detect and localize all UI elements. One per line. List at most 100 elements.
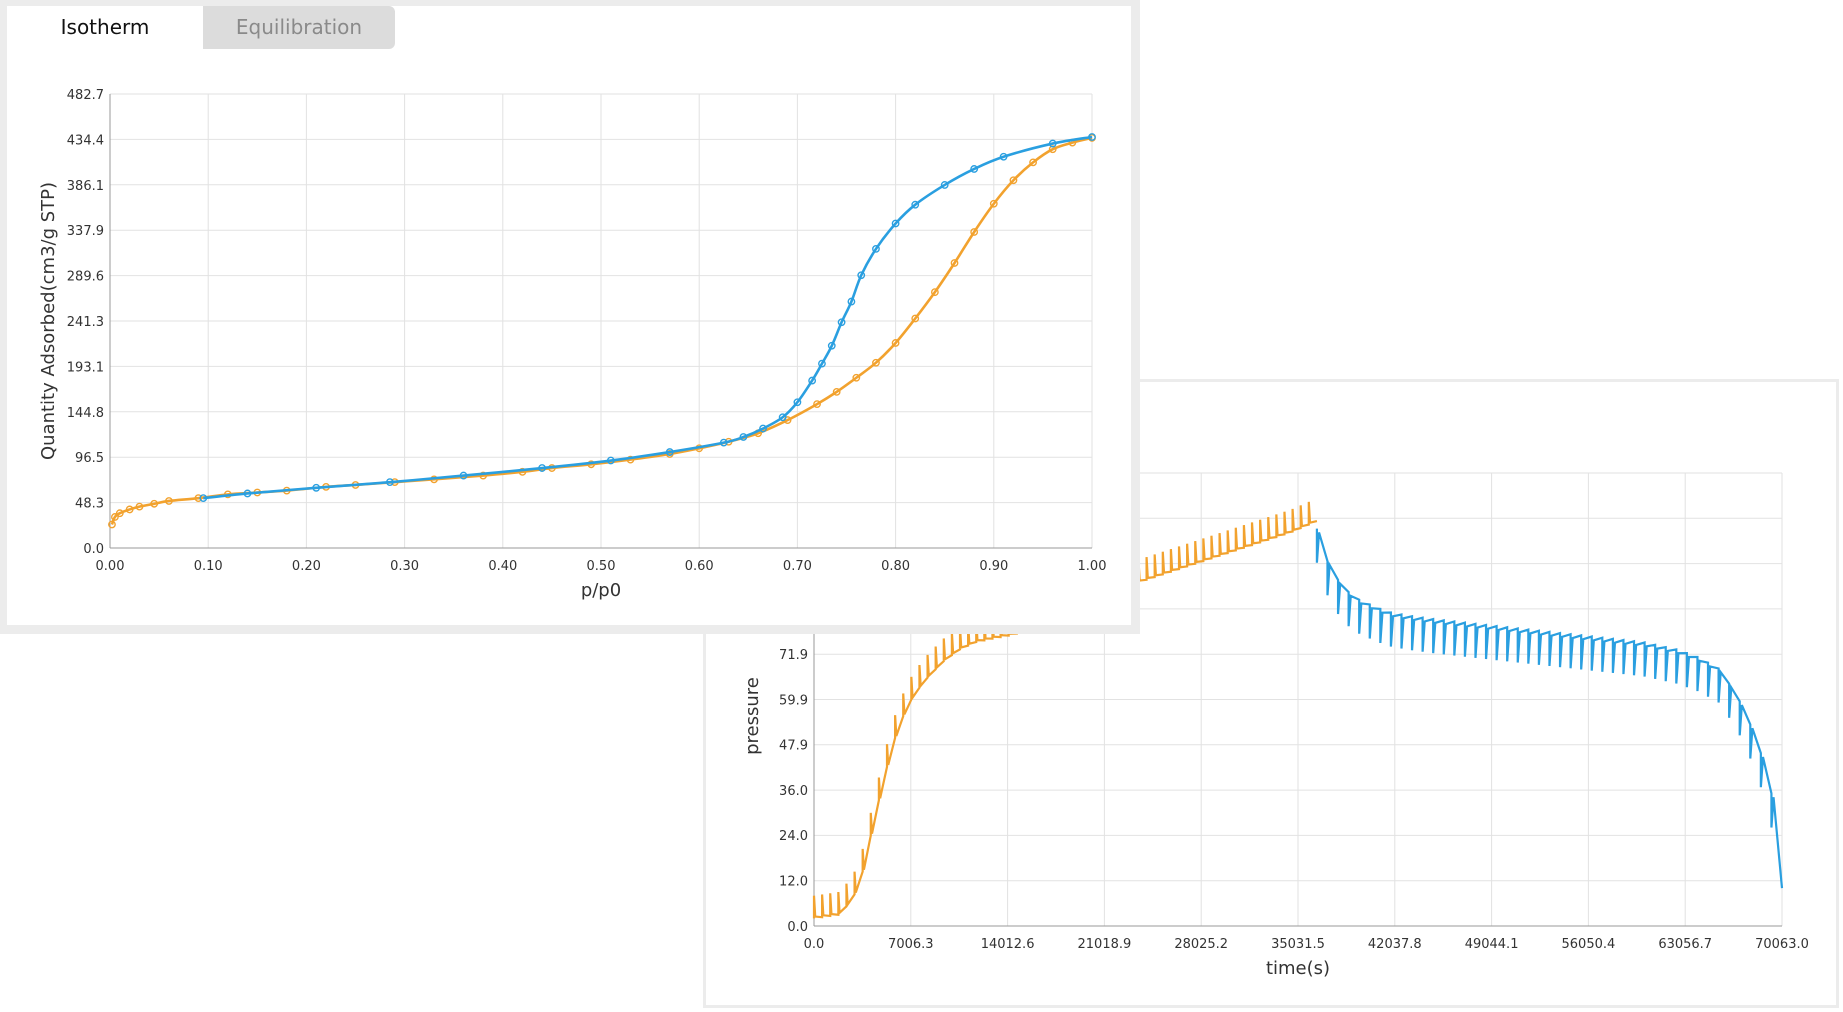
iso-point-blue: [808, 376, 817, 385]
iso-x-axis-label: p/p0: [581, 580, 621, 601]
iso-point-orange: [891, 339, 900, 347]
eq-y-tick-label: 59.9: [779, 693, 808, 708]
eq-x-tick-label: 7006.3: [888, 937, 934, 952]
iso-point-blue: [739, 433, 748, 441]
iso-y-tick-label: 0.0: [83, 542, 104, 557]
iso-point-orange: [115, 509, 124, 518]
iso-y-tick-label: 482.7: [67, 88, 104, 103]
iso-point-blue: [243, 489, 252, 498]
tab-equilibration[interactable]: Equilibration: [203, 6, 395, 49]
eq-x-tick-label: 14012.6: [981, 937, 1035, 952]
eq-x-tick-label: 49044.1: [1465, 937, 1519, 952]
eq-x-tick-label: 70063.0: [1755, 937, 1809, 952]
iso-point-orange: [150, 499, 159, 508]
iso-x-tick-label: 0.10: [194, 559, 223, 574]
isotherm-chart: 0.00 0.10 0.20 0.30 0.40 0.50 0.60 0.70 0.80 0.90…: [38, 88, 1107, 601]
eq-x-tick-label: 63056.7: [1658, 937, 1712, 952]
iso-point-orange: [832, 387, 841, 396]
iso-point-orange: [1048, 145, 1057, 154]
iso-point-blue: [538, 464, 546, 472]
iso-point-blue: [719, 438, 728, 447]
iso-point-blue: [606, 456, 615, 465]
iso-point-orange: [950, 259, 959, 267]
iso-point-orange: [989, 199, 998, 208]
eq-y-tick-label: 36.0: [779, 784, 808, 799]
iso-x-tick-label: 0.40: [488, 559, 517, 574]
iso-point-orange: [479, 471, 488, 480]
iso-point-blue: [970, 165, 979, 173]
isotherm-window: Isotherm Equilibration 0.00 0.10 0.20 0.30 0…: [0, 0, 1140, 634]
iso-point-orange: [194, 494, 203, 503]
iso-point-blue: [847, 297, 856, 306]
iso-x-tick-label: 0.90: [979, 559, 1008, 574]
iso-point-blue: [1088, 133, 1096, 141]
iso-point-blue: [940, 181, 949, 189]
eq-y-tick-label: 47.9: [779, 739, 808, 754]
iso-point-orange: [1009, 176, 1018, 185]
iso-point-orange: [813, 400, 821, 408]
iso-point-blue: [199, 494, 208, 503]
iso-x-tick-label: 0.20: [292, 559, 321, 574]
iso-point-blue: [999, 152, 1008, 161]
iso-point-orange: [1029, 158, 1037, 167]
iso-point-blue: [778, 413, 787, 422]
iso-x-tick-label: 0.70: [783, 559, 812, 574]
iso-series: [108, 133, 1096, 529]
iso-point-orange: [111, 513, 119, 521]
iso-point-orange: [970, 228, 979, 236]
eq-x-axis-label: time(s): [1266, 958, 1330, 979]
iso-y-tick-label: 241.3: [67, 315, 104, 330]
iso-y-tick-label: 96.5: [75, 451, 104, 466]
tab-isotherm[interactable]: Isotherm: [7, 6, 203, 49]
iso-point-blue: [872, 245, 880, 253]
iso-point-orange: [108, 520, 116, 529]
iso-point-blue: [312, 483, 321, 492]
eq-y-tick-label: 0.0: [787, 920, 808, 935]
eq-y-axis-label: pressure: [742, 677, 763, 755]
iso-ticks: 0.00 0.10 0.20 0.30 0.40 0.50 0.60 0.70 0.80 0.90…: [67, 88, 1107, 574]
iso-y-tick-label: 337.9: [67, 224, 104, 239]
iso-point-blue: [459, 471, 468, 480]
iso-x-tick-label: 0.50: [587, 559, 616, 574]
eq-x-tick-label: 42037.8: [1368, 937, 1422, 952]
iso-point-blue: [385, 478, 394, 487]
eq-x-tick-label: 56050.4: [1562, 937, 1616, 952]
iso-point-blue: [857, 271, 866, 280]
iso-y-tick-label: 289.6: [67, 270, 104, 285]
eq-x-tick-label: 35031.5: [1271, 937, 1325, 952]
iso-point-blue: [665, 448, 674, 456]
iso-point-orange: [135, 502, 144, 511]
iso-x-tick-label: 0.30: [390, 559, 419, 574]
iso-point-orange: [165, 497, 173, 505]
eq-y-tick-label: 12.0: [779, 875, 808, 890]
iso-point-orange: [911, 314, 920, 323]
iso-point-blue: [911, 200, 920, 209]
iso-point-orange: [930, 288, 939, 297]
iso-point-blue: [837, 318, 846, 327]
eq-y-tick-label: 24.0: [779, 829, 808, 844]
eq-x-tick-label: 28025.2: [1174, 937, 1228, 952]
eq-ticks: 0.0 7006.3 14012.6 21018.9 28025.2 35031.5 420…: [779, 648, 1809, 952]
eq-series-line-blue: [1315, 528, 1784, 889]
iso-point-blue: [1048, 139, 1057, 148]
eq-x-tick-label: 21018.9: [1078, 937, 1132, 952]
iso-point-orange: [125, 505, 134, 514]
iso-point-blue: [759, 424, 767, 433]
iso-point-blue: [891, 219, 900, 228]
iso-x-tick-label: 1.00: [1078, 559, 1107, 574]
iso-series-line-orange: [110, 136, 1093, 525]
iso-grid: [109, 93, 1093, 549]
iso-point-orange: [872, 358, 880, 367]
iso-x-tick-label: 0.00: [96, 559, 125, 574]
iso-y-tick-label: 48.3: [75, 497, 104, 512]
iso-point-blue: [818, 359, 826, 368]
iso-y-tick-label: 144.8: [67, 406, 104, 421]
iso-point-orange: [518, 467, 527, 476]
iso-y-tick-label: 193.1: [67, 360, 104, 375]
iso-point-orange: [852, 373, 861, 382]
iso-point-blue: [827, 341, 836, 350]
iso-y-tick-label: 386.1: [67, 179, 104, 194]
iso-series-line-blue: [203, 135, 1093, 500]
iso-y-tick-label: 434.4: [67, 133, 104, 148]
eq-x-tick-label: 0.0: [804, 937, 825, 952]
